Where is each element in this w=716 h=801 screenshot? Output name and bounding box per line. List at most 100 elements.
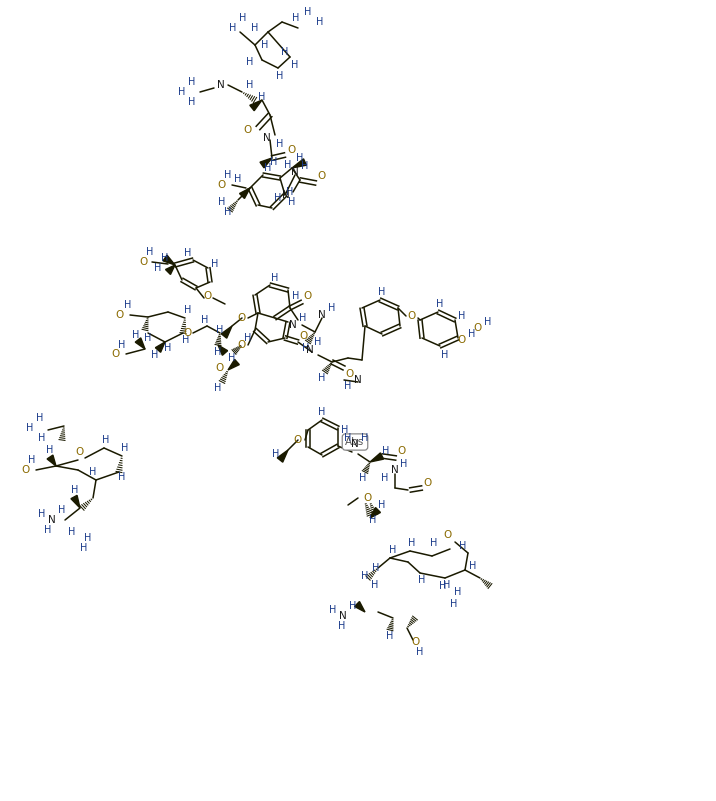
Text: H: H: [316, 17, 324, 27]
Text: N: N: [318, 310, 326, 320]
Text: H: H: [145, 333, 152, 343]
Text: H: H: [319, 407, 326, 417]
Text: H: H: [299, 313, 306, 323]
Text: N: N: [217, 80, 225, 90]
Text: H: H: [44, 525, 52, 535]
Text: H: H: [261, 40, 268, 50]
Text: H: H: [155, 263, 162, 273]
Text: H: H: [161, 253, 169, 263]
Text: H: H: [484, 317, 492, 327]
Text: H: H: [234, 174, 242, 184]
Text: H: H: [319, 373, 326, 383]
Text: H: H: [29, 455, 36, 465]
Text: H: H: [151, 350, 159, 360]
Text: H: H: [468, 329, 475, 339]
Text: H: H: [125, 300, 132, 310]
Text: H: H: [372, 563, 379, 573]
Polygon shape: [250, 100, 262, 111]
Text: H: H: [344, 433, 352, 443]
Text: O: O: [318, 171, 326, 181]
Polygon shape: [71, 495, 80, 508]
Text: N: N: [351, 439, 359, 449]
Polygon shape: [163, 256, 175, 265]
Text: O: O: [458, 335, 466, 345]
Text: H: H: [272, 449, 280, 459]
Text: O: O: [304, 291, 312, 301]
Text: H: H: [84, 533, 92, 543]
Text: O: O: [424, 478, 432, 488]
Text: H: H: [292, 291, 300, 301]
Text: H: H: [440, 581, 447, 591]
Polygon shape: [155, 342, 165, 352]
Text: H: H: [349, 601, 357, 611]
Text: H: H: [382, 446, 390, 456]
Text: O: O: [411, 637, 419, 647]
Text: O: O: [218, 180, 226, 190]
Text: O: O: [288, 145, 296, 155]
Text: H: H: [47, 445, 54, 455]
Text: H: H: [164, 343, 172, 353]
Text: H: H: [72, 485, 79, 495]
Text: H: H: [211, 259, 218, 269]
Polygon shape: [277, 450, 288, 462]
Polygon shape: [370, 453, 384, 462]
Text: O: O: [238, 313, 246, 323]
Text: H: H: [184, 248, 192, 258]
Text: H: H: [329, 303, 336, 313]
Text: H: H: [201, 315, 208, 325]
Text: O: O: [184, 328, 192, 338]
Text: N: N: [289, 320, 297, 330]
Text: N: N: [48, 515, 56, 525]
Text: H: H: [251, 23, 258, 33]
Text: H: H: [292, 13, 300, 23]
Text: N: N: [354, 375, 362, 385]
Text: H: H: [39, 509, 46, 519]
Polygon shape: [354, 602, 365, 612]
Text: H: H: [184, 305, 192, 315]
Polygon shape: [135, 338, 145, 349]
Text: H: H: [342, 425, 349, 435]
Text: H: H: [362, 433, 369, 443]
Text: H: H: [390, 545, 397, 555]
Polygon shape: [218, 345, 228, 356]
Text: H: H: [224, 170, 232, 180]
Text: H: H: [329, 605, 337, 615]
Text: H: H: [224, 207, 232, 217]
Text: H: H: [276, 71, 284, 81]
Text: O: O: [116, 310, 124, 320]
Text: O: O: [111, 349, 119, 359]
Text: O: O: [21, 465, 29, 475]
Text: H: H: [183, 335, 190, 345]
Text: H: H: [188, 77, 195, 87]
Polygon shape: [47, 455, 56, 466]
Polygon shape: [370, 508, 380, 518]
Text: O: O: [216, 363, 224, 373]
Text: H: H: [132, 330, 140, 340]
Text: H: H: [246, 80, 253, 90]
Text: H: H: [372, 580, 379, 590]
Text: H: H: [239, 13, 247, 23]
Text: H: H: [359, 473, 367, 483]
Text: H: H: [284, 160, 291, 170]
Text: H: H: [188, 97, 195, 107]
Text: O: O: [238, 340, 246, 350]
Text: O: O: [204, 291, 212, 301]
Text: H: H: [80, 543, 87, 553]
Text: H: H: [387, 631, 394, 641]
Text: H: H: [400, 459, 407, 469]
Text: H: H: [459, 541, 467, 551]
Text: H: H: [443, 580, 450, 590]
Text: H: H: [458, 311, 465, 321]
Text: H: H: [228, 353, 236, 363]
Text: H: H: [276, 139, 284, 149]
Text: H: H: [418, 575, 426, 585]
Text: H: H: [37, 413, 44, 423]
Text: H: H: [244, 333, 252, 343]
Polygon shape: [228, 360, 239, 370]
Text: H: H: [246, 57, 253, 67]
Text: O: O: [443, 530, 451, 540]
Text: O: O: [364, 493, 372, 503]
Polygon shape: [240, 188, 250, 199]
Text: H: H: [344, 381, 352, 391]
Text: H: H: [258, 92, 266, 102]
